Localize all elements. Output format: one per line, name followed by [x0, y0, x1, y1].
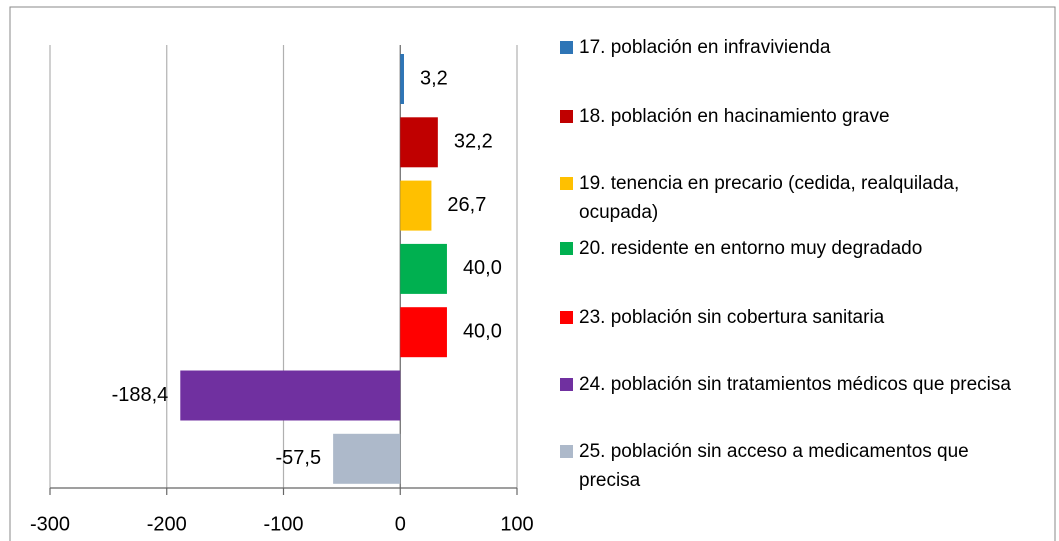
x-tick-label: 100 [500, 513, 533, 535]
data-label: -188,4 [112, 384, 169, 406]
legend-item: 24. población sin tratamientos médicos q… [560, 370, 1020, 399]
data-label: 3,2 [420, 67, 448, 89]
bar [333, 433, 401, 484]
legend-item: 17. población en infravivienda [560, 33, 1020, 62]
legend-label: 18. población en hacinamiento grave [579, 106, 890, 127]
legend-label: 19. tenencia en precario (cedida, realqu… [579, 173, 960, 223]
data-label: 40,0 [463, 257, 502, 279]
legend-item: 19. tenencia en precario (cedida, realqu… [560, 169, 1020, 227]
x-tick-label: 0 [395, 513, 406, 535]
bar [400, 180, 432, 231]
legend-swatch [560, 311, 573, 324]
x-tick-label: -100 [263, 513, 303, 535]
legend-swatch [560, 378, 573, 391]
bar [400, 54, 404, 104]
legend-swatch [560, 242, 573, 255]
data-label: 32,2 [454, 131, 493, 153]
legend-label: 24. población sin tratamientos médicos q… [579, 374, 1011, 395]
legend-item: 20. residente en entorno muy degradado [560, 234, 1020, 263]
legend-swatch [560, 445, 573, 458]
legend-label: 17. población en infravivienda [579, 37, 831, 58]
bar [400, 307, 447, 358]
legend-label: 25. población sin acceso a medicamentos … [579, 441, 969, 491]
bar [400, 243, 447, 294]
x-tick-label: -200 [147, 513, 187, 535]
x-tick-label: -300 [30, 513, 70, 535]
data-label: -57,5 [276, 447, 322, 469]
legend-item: 23. población sin cobertura sanitaria [560, 303, 1020, 332]
data-label: 26,7 [447, 194, 486, 216]
legend-label: 23. población sin cobertura sanitaria [579, 307, 885, 328]
legend-swatch [560, 110, 573, 123]
legend-label: 20. residente en entorno muy degradado [579, 238, 923, 259]
legend-item: 25. población sin acceso a medicamentos … [560, 437, 1020, 495]
bar [180, 370, 401, 421]
legend-swatch [560, 41, 573, 54]
bar [400, 117, 438, 168]
chart-border [9, 6, 1056, 541]
data-label: 40,0 [463, 320, 502, 342]
legend-item: 18. población en hacinamiento grave [560, 102, 1020, 131]
legend-swatch [560, 177, 573, 190]
